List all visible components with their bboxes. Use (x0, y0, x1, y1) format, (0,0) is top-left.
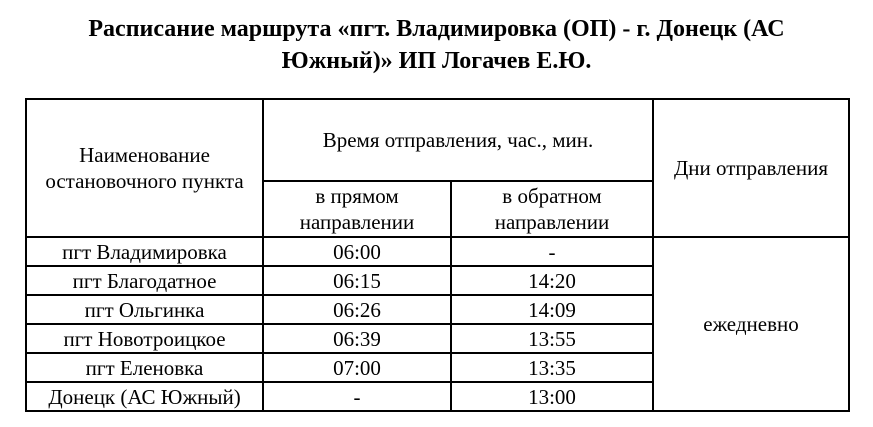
forward-time-cell: 06:39 (262, 323, 452, 354)
forward-time-cell: 06:15 (262, 265, 452, 296)
table-row: пгт Новотроицкое 06:39 13:55 (25, 323, 849, 354)
table-row: пгт Владимировка 06:00 - ежедневно (25, 236, 850, 412)
forward-time-cell: - (262, 381, 452, 412)
col-header-days: Дни отправления (652, 98, 850, 238)
stop-name-cell: пгт Благодатное (25, 265, 264, 296)
subheader-forward-direction: в прямом направлении (262, 180, 452, 238)
backward-time-cell: 13:55 (450, 323, 654, 354)
stop-name-cell: пгт Владимировка (25, 236, 264, 267)
stop-name-cell: Донецк (АС Южный) (25, 381, 264, 412)
backward-time-cell: - (450, 236, 654, 267)
table-row: пгт Благодатное 06:15 14:20 (25, 265, 849, 296)
table-row: Донецк (АС Южный) - 13:00 (25, 381, 849, 412)
forward-time-cell: 06:26 (262, 294, 452, 325)
table-header-row-2: в прямом направлении в обратном направле… (26, 180, 849, 238)
days-value-cell: ежедневно (652, 236, 850, 412)
col-header-departure-time: Время отправления, час., мин. (262, 98, 654, 182)
subheader-backward-direction: в обратном направлении (450, 180, 654, 238)
stop-name-cell: пгт Ольгинка (25, 294, 264, 325)
forward-time-cell: 06:00 (262, 236, 452, 267)
table-header-row-1: Наименование остановочного пункта Время … (25, 98, 850, 238)
stop-name-cell: пгт Новотроицкое (25, 323, 264, 354)
backward-time-cell: 13:00 (450, 381, 654, 412)
table-row: пгт Еленовка 07:00 13:35 (25, 352, 849, 383)
col-header-stop-name: Наименование остановочного пункта (25, 98, 264, 238)
table-row: пгт Ольгинка 06:26 14:09 (25, 294, 849, 325)
backward-time-cell: 13:35 (450, 352, 654, 383)
backward-time-cell: 14:09 (450, 294, 654, 325)
stop-name-cell: пгт Еленовка (25, 352, 264, 383)
schedule-table: Наименование остановочного пункта Время … (25, 98, 850, 412)
backward-time-cell: 14:20 (450, 265, 654, 296)
page-title: Расписание маршрута «пгт. Владимировка (… (88, 16, 785, 74)
forward-time-cell: 07:00 (262, 352, 452, 383)
